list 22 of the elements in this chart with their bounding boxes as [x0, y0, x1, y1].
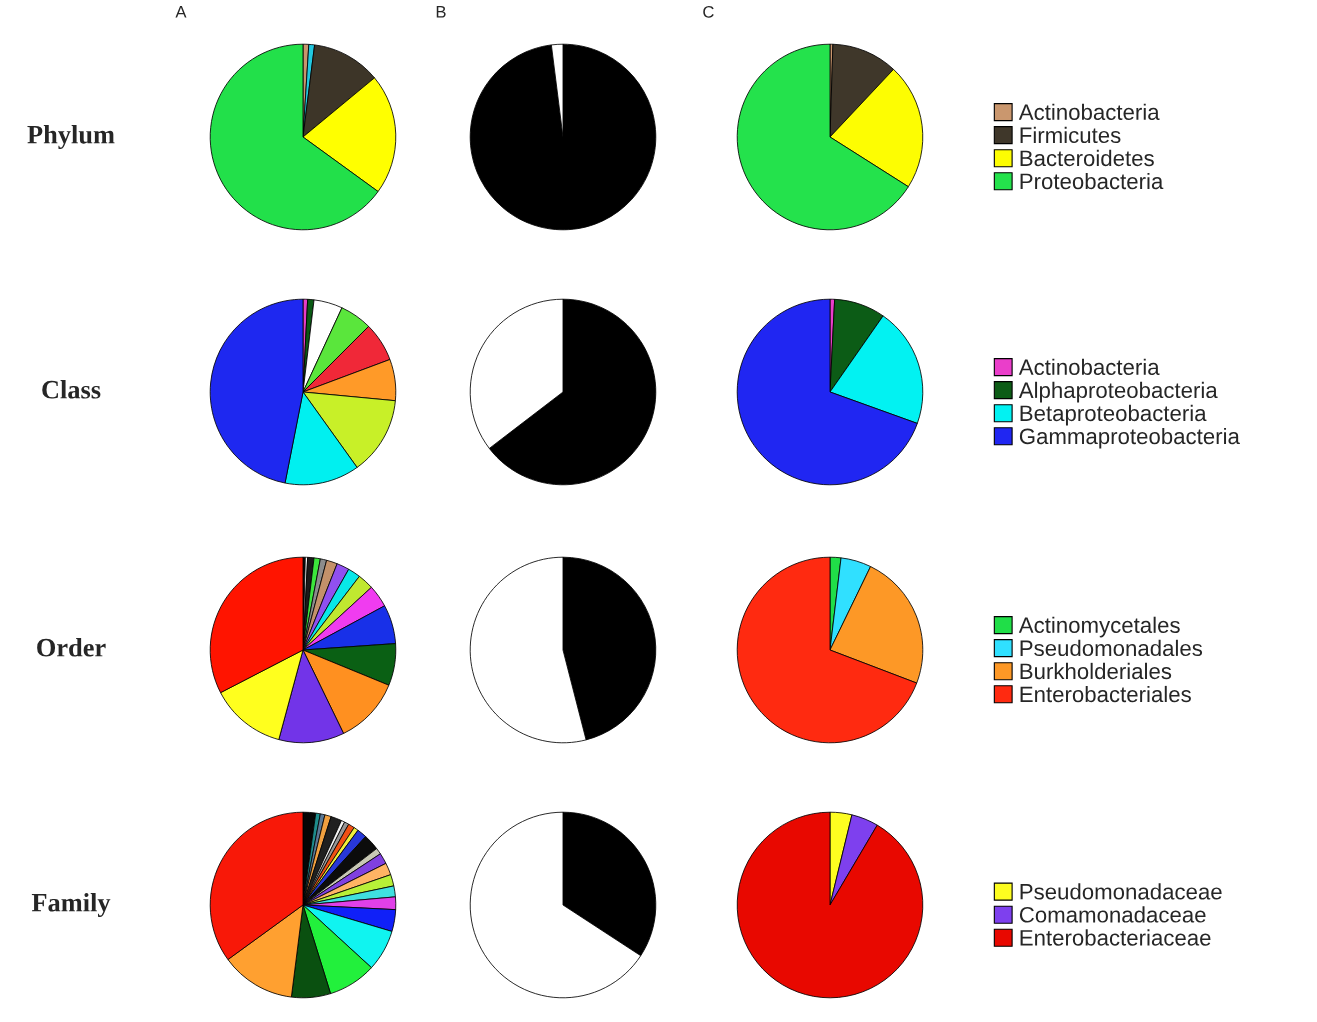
text: Order: [37, 638, 106, 657]
chart-title: C: [703, 5, 714, 18]
legend-label: Pseudomonadales: [1020, 639, 1203, 657]
legend-label: Proteobacteria: [1020, 172, 1164, 190]
legend-label: Comamonadaceae: [1019, 906, 1206, 923]
legend-label: Enterobacteriales: [1020, 685, 1191, 703]
text: Class: [42, 380, 101, 399]
chart-title: B: [436, 6, 446, 18]
legend-label: Burkholderiales: [1020, 662, 1172, 680]
legend-label: Actinobacteria: [1018, 103, 1160, 121]
legend-label: Bacteroidetes: [1020, 149, 1154, 167]
legend-label: Enterobacteriaceae: [1020, 929, 1211, 946]
legend-label: Pseudomonadaceae: [1020, 883, 1222, 900]
legend-label: Gammaproteobacteria: [1019, 427, 1240, 449]
legend-label: Betaproteobacteria: [1020, 404, 1207, 426]
chart-title: A: [175, 6, 187, 18]
text: Family: [31, 893, 111, 917]
legend-label: Firmicutes: [1020, 126, 1121, 144]
legend-label: Actinomycetales: [1018, 616, 1180, 638]
legend-label: Actinobacteria: [1018, 358, 1160, 376]
legend-label: Alphaproteobacteria: [1018, 381, 1218, 403]
text: Phylum: [27, 125, 115, 149]
